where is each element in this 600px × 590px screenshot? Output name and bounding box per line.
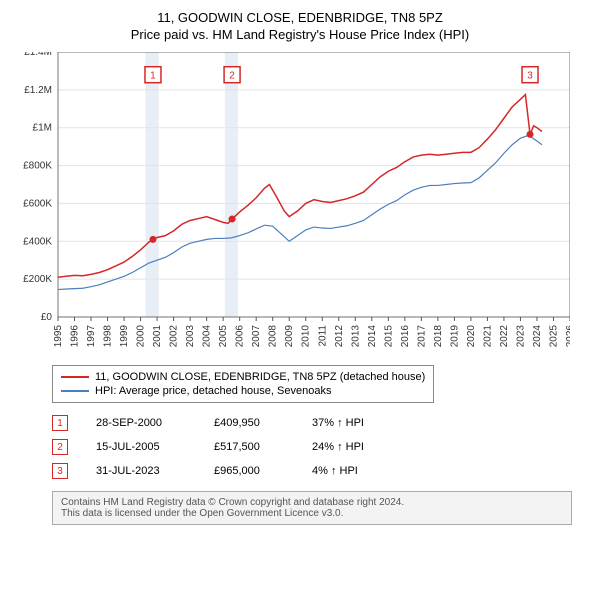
svg-text:2021: 2021 xyxy=(482,325,493,348)
svg-text:1996: 1996 xyxy=(70,325,81,348)
marker-date: 28-SEP-2000 xyxy=(96,417,186,429)
svg-text:£400K: £400K xyxy=(23,236,52,247)
svg-text:2019: 2019 xyxy=(449,325,460,348)
svg-text:1: 1 xyxy=(150,71,156,82)
svg-text:2025: 2025 xyxy=(548,325,559,348)
marker-row: 2 15-JUL-2005 £517,500 24% ↑ HPI xyxy=(52,435,590,459)
svg-text:2012: 2012 xyxy=(334,325,345,348)
marker-number-box: 1 xyxy=(52,415,68,431)
svg-text:2020: 2020 xyxy=(466,325,477,348)
svg-text:2013: 2013 xyxy=(350,325,361,348)
marker-number-box: 2 xyxy=(52,439,68,455)
marker-row: 1 28-SEP-2000 £409,950 37% ↑ HPI xyxy=(52,411,590,435)
svg-text:2016: 2016 xyxy=(400,325,411,348)
marker-table: 1 28-SEP-2000 £409,950 37% ↑ HPI 2 15-JUL-200… xyxy=(52,411,590,483)
svg-text:£1M: £1M xyxy=(33,123,52,134)
svg-text:2007: 2007 xyxy=(251,325,262,348)
svg-text:2011: 2011 xyxy=(317,325,328,347)
svg-text:£0: £0 xyxy=(41,312,53,323)
svg-text:£800K: £800K xyxy=(23,161,52,172)
marker-date: 15-JUL-2005 xyxy=(96,441,186,453)
svg-text:2014: 2014 xyxy=(367,325,378,348)
svg-text:£600K: £600K xyxy=(23,198,52,209)
marker-price: £517,500 xyxy=(214,441,284,453)
legend-label: 11, GOODWIN CLOSE, EDENBRIDGE, TN8 5PZ (… xyxy=(95,371,425,383)
svg-text:2009: 2009 xyxy=(284,325,295,348)
svg-text:£1.4M: £1.4M xyxy=(24,52,52,58)
footer-attribution: Contains HM Land Registry data © Crown c… xyxy=(52,491,572,525)
chart-subtitle: Price paid vs. HM Land Registry's House … xyxy=(10,27,590,42)
svg-text:2023: 2023 xyxy=(515,325,526,348)
legend-box: 11, GOODWIN CLOSE, EDENBRIDGE, TN8 5PZ (… xyxy=(52,365,434,403)
footer-line-2: This data is licensed under the Open Gov… xyxy=(61,508,563,519)
svg-text:2017: 2017 xyxy=(416,325,427,348)
svg-text:3: 3 xyxy=(527,71,533,82)
svg-text:2002: 2002 xyxy=(169,325,180,348)
chart-area: £0 £200K £400K £600K £800K £1M £1.2M £1.4M 1995 1… xyxy=(10,52,590,357)
marker-pct: 24% ↑ HPI xyxy=(312,441,392,453)
marker-row: 3 31-JUL-2023 £965,000 4% ↑ HPI xyxy=(52,459,590,483)
legend-item: 11, GOODWIN CLOSE, EDENBRIDGE, TN8 5PZ (… xyxy=(61,370,425,384)
legend-color-swatch xyxy=(61,390,89,392)
svg-text:1999: 1999 xyxy=(119,325,130,348)
svg-text:1998: 1998 xyxy=(103,325,114,348)
svg-text:2015: 2015 xyxy=(383,325,394,348)
legend-label: HPI: Average price, detached house, Seve… xyxy=(95,385,331,397)
svg-text:2024: 2024 xyxy=(532,325,543,348)
svg-text:2004: 2004 xyxy=(202,325,213,348)
svg-text:1995: 1995 xyxy=(53,325,64,348)
footer-line-1: Contains HM Land Registry data © Crown c… xyxy=(61,497,563,508)
legend-item: HPI: Average price, detached house, Seve… xyxy=(61,384,425,398)
marker-price: £965,000 xyxy=(214,465,284,477)
marker-pct: 37% ↑ HPI xyxy=(312,417,392,429)
svg-text:2001: 2001 xyxy=(152,325,163,348)
marker-pct: 4% ↑ HPI xyxy=(312,465,392,477)
svg-text:2010: 2010 xyxy=(301,325,312,348)
svg-text:2005: 2005 xyxy=(218,325,229,348)
svg-text:£1.2M: £1.2M xyxy=(24,85,52,96)
legend-color-swatch xyxy=(61,376,89,378)
svg-text:1997: 1997 xyxy=(86,325,97,348)
svg-text:2: 2 xyxy=(229,71,235,82)
svg-text:2006: 2006 xyxy=(235,325,246,348)
svg-text:2018: 2018 xyxy=(433,325,444,348)
price-chart: £0 £200K £400K £600K £800K £1M £1.2M £1.4M 1995 1… xyxy=(10,52,570,352)
svg-text:2026: 2026 xyxy=(565,325,570,348)
svg-text:2000: 2000 xyxy=(136,325,147,348)
marker-date: 31-JUL-2023 xyxy=(96,465,186,477)
chart-title: 11, GOODWIN CLOSE, EDENBRIDGE, TN8 5PZ xyxy=(10,10,590,25)
marker-number-box: 3 xyxy=(52,463,68,479)
svg-text:£200K: £200K xyxy=(23,274,52,285)
svg-text:2022: 2022 xyxy=(499,325,510,348)
svg-text:2003: 2003 xyxy=(185,325,196,348)
svg-text:2008: 2008 xyxy=(268,325,279,348)
marker-price: £409,950 xyxy=(214,417,284,429)
